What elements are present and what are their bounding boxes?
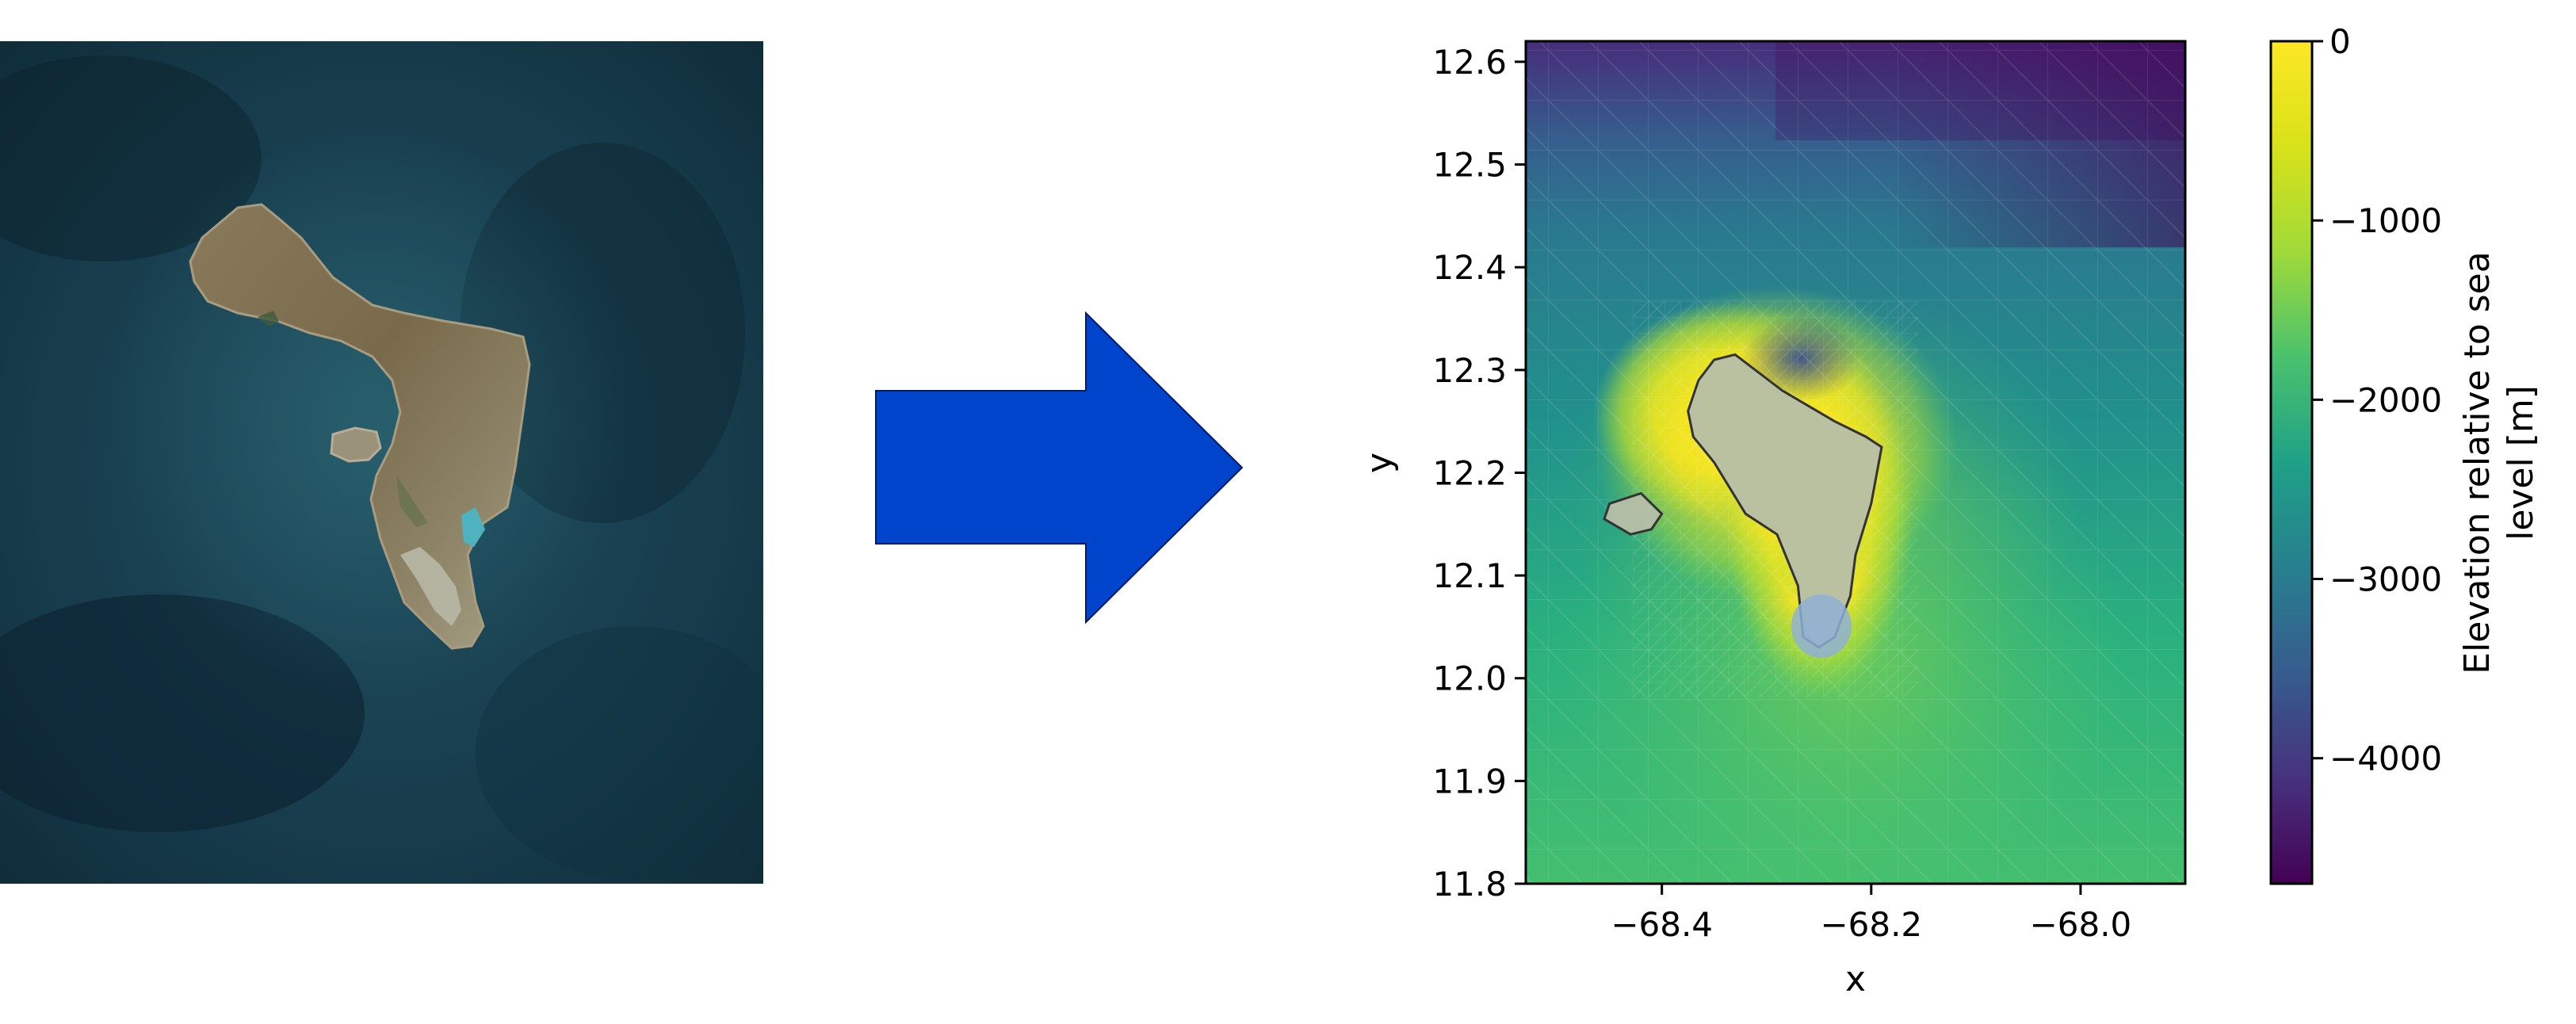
y-tick-label: 12.6 <box>1432 43 1507 82</box>
colorbar-label-line1: Elevation relative to sea <box>2457 251 2498 674</box>
colorbar-tick-label: −2000 <box>2329 380 2442 419</box>
colorbar-label-line2: level [m] <box>2501 385 2541 541</box>
y-axis: 11.8 11.9 12.0 12.1 12.2 12.3 12.4 12.5 12.6 <box>1432 43 1526 904</box>
satellite-image <box>0 41 763 884</box>
y-tick-label: 11.8 <box>1432 865 1507 904</box>
x-axis: −68.4 −68.2 −68.0 <box>1611 884 2131 944</box>
colorbar-tick-label: −1000 <box>2329 201 2442 240</box>
y-tick-label: 12.0 <box>1432 659 1507 698</box>
y-tick-label: 12.2 <box>1432 453 1507 492</box>
y-tick-label: 11.9 <box>1432 762 1507 800</box>
y-tick-label: 12.4 <box>1432 248 1507 287</box>
y-tick-label: 12.1 <box>1432 556 1507 595</box>
klein-bonaire-outline <box>1603 491 1664 536</box>
x-axis-title: x <box>1845 959 1866 999</box>
x-tick-label: −68.2 <box>1820 905 1922 944</box>
colorbar-tick-label: −4000 <box>2329 739 2442 778</box>
x-tick-label: −68.4 <box>1611 905 1713 944</box>
right-arrow-icon <box>875 311 1244 625</box>
small-island-shape <box>330 426 382 463</box>
colorbar-gradient <box>2269 40 2314 885</box>
elevation-map: −68.4 −68.2 −68.0 11.8 11.9 12.0 12.1 12.2 12.3… <box>1359 40 2187 999</box>
x-tick-label: −68.0 <box>2030 905 2132 944</box>
colorbar: 0 −1000 −2000 −3000 −4000 Elevation relative… <box>2269 22 2541 885</box>
colorbar-tick-label: −3000 <box>2329 560 2442 599</box>
y-axis-title: y <box>1359 453 1400 473</box>
colorbar-ticks: 0 −1000 −2000 −3000 −4000 <box>2312 22 2442 778</box>
y-tick-label: 12.3 <box>1432 351 1507 390</box>
map-axes-frame <box>1524 40 2187 885</box>
y-tick-label: 12.5 <box>1432 146 1507 185</box>
colorbar-tick-label: 0 <box>2329 22 2351 61</box>
salt-pan-area <box>1791 594 1852 658</box>
